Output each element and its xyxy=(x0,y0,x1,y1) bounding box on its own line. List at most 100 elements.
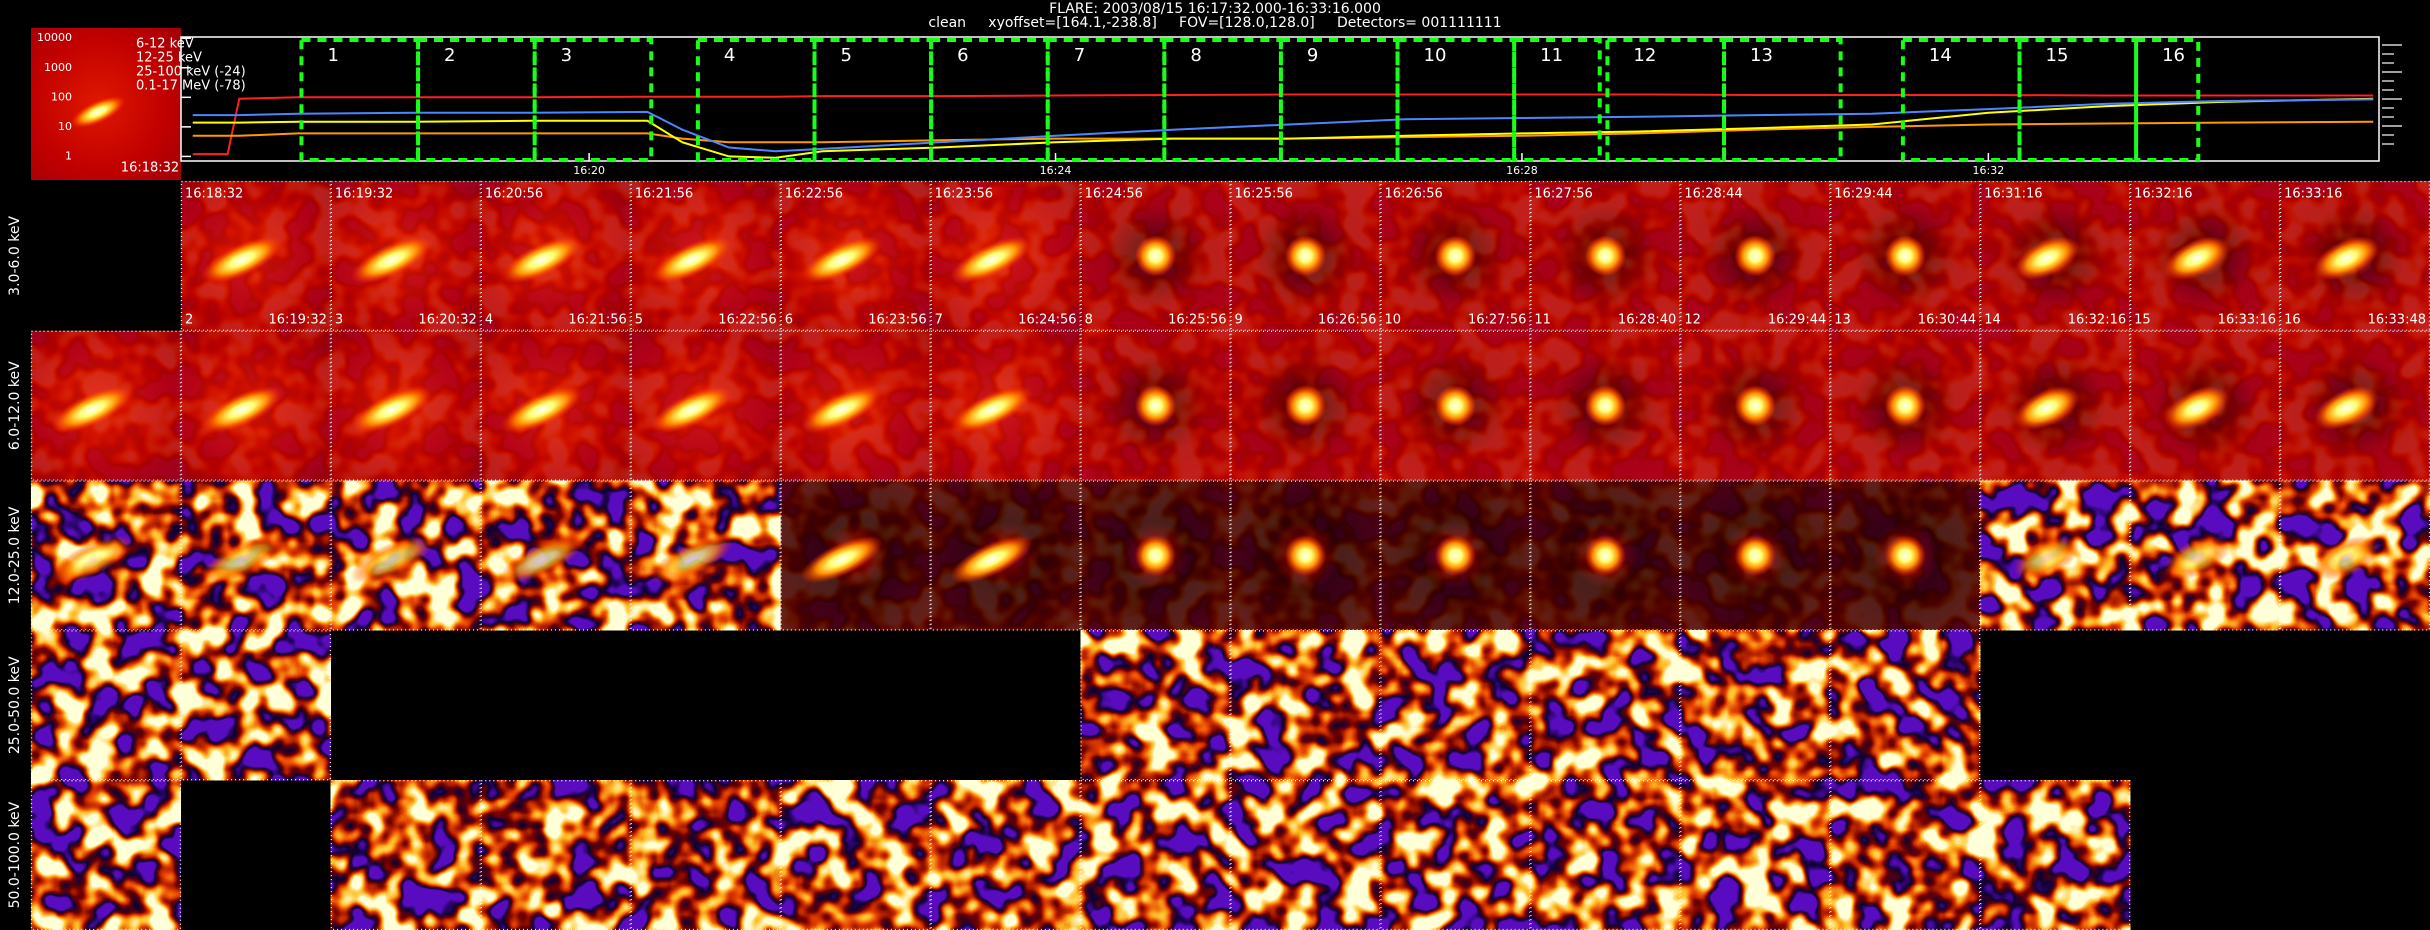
tile-noise xyxy=(1230,630,1381,781)
tile-source xyxy=(1134,534,1177,577)
image-tile xyxy=(1230,780,1381,930)
tile-border xyxy=(1530,630,1681,781)
tile-border xyxy=(1530,180,1681,331)
image-tile xyxy=(1080,330,1231,481)
image-tile: 16:20:56 16:21:56 4 xyxy=(480,180,631,331)
tile-start-time: 16:19:32 xyxy=(335,187,393,202)
thumbnail-label: 16:18:32 xyxy=(121,161,179,176)
tile-number: 10 xyxy=(1384,312,1401,327)
image-tile xyxy=(180,330,332,481)
image-tile xyxy=(30,780,182,930)
interval-label: 1 xyxy=(327,45,338,66)
x-tick-label: 16:24 xyxy=(1040,164,1072,177)
image-tile: 16:27:56 16:28:40 11 xyxy=(1530,180,1681,331)
image-tile xyxy=(780,780,931,930)
image-tile xyxy=(1680,480,1831,631)
row-label: 12.0-25.0 keV xyxy=(7,506,23,604)
tile-source xyxy=(2163,236,2230,281)
tile-border xyxy=(480,330,631,481)
tile-source xyxy=(2163,386,2230,431)
tile-source xyxy=(800,236,883,284)
tile-border xyxy=(330,480,481,631)
x-tick-label: 16:32 xyxy=(1973,164,2005,177)
tile-noise xyxy=(1380,630,1531,781)
image-tile xyxy=(1530,480,1681,631)
image-tile xyxy=(30,630,182,781)
series-line xyxy=(192,93,2374,156)
tile-source xyxy=(500,236,583,284)
tile-border xyxy=(1230,330,1381,481)
tile-border xyxy=(2279,180,2430,331)
interval-box xyxy=(1605,38,1727,162)
tile-noise xyxy=(1830,780,1981,930)
interval-label: 16 xyxy=(2162,45,2185,66)
tile-border xyxy=(1080,180,1231,331)
tile-noise xyxy=(1530,780,1681,930)
tile-noise xyxy=(1530,630,1681,781)
image-tile xyxy=(30,330,182,481)
tile-source xyxy=(2313,386,2380,431)
tile-source xyxy=(2313,236,2380,281)
image-tile xyxy=(1680,330,1831,481)
image-tile xyxy=(1680,780,1831,930)
tile-border xyxy=(180,330,332,481)
tile-end-time: 16:33:48 xyxy=(2368,312,2426,327)
tile-border xyxy=(630,180,781,331)
tile-start-time: 16:21:56 xyxy=(635,187,693,202)
image-tile xyxy=(180,630,332,781)
y-tick-label: 1000 xyxy=(44,61,72,74)
tile-source xyxy=(1284,384,1327,427)
image-tile xyxy=(1230,480,1381,631)
interval-box xyxy=(1900,38,2022,162)
tile-source xyxy=(50,385,134,434)
interval-label: 10 xyxy=(1424,45,1447,66)
image-tile xyxy=(330,480,481,631)
tile-source xyxy=(2013,535,2080,580)
interval-box xyxy=(2134,38,2201,162)
tile-number: 9 xyxy=(1235,312,1243,327)
tile-border xyxy=(330,330,481,481)
tile-border xyxy=(2129,330,2281,481)
tile-source xyxy=(1884,384,1927,427)
image-tile xyxy=(1530,330,1681,481)
interval-label: 14 xyxy=(1929,45,1952,66)
interval-box xyxy=(812,38,934,162)
tile-border xyxy=(1980,180,2131,331)
tile-noise xyxy=(1380,780,1531,930)
tile-border xyxy=(1680,480,1831,631)
interval-box xyxy=(1162,38,1283,162)
image-tile: 16:25:56 16:26:56 9 xyxy=(1230,180,1381,331)
tile-source xyxy=(200,385,284,434)
image-tile xyxy=(1830,330,1981,481)
y-tick-label: 100 xyxy=(51,90,72,103)
tile-source xyxy=(950,385,1033,434)
tile-border xyxy=(930,330,1081,481)
tile-number: 7 xyxy=(935,312,943,327)
image-tile xyxy=(330,780,481,930)
tile-number: 4 xyxy=(485,312,493,327)
tile-border xyxy=(1080,480,1231,631)
tile-noise xyxy=(1080,780,1231,930)
tile-source xyxy=(1734,384,1777,427)
tile-noise xyxy=(930,780,1081,930)
image-tile xyxy=(1680,630,1831,781)
tile-border xyxy=(1680,630,1831,781)
tile-border xyxy=(1230,180,1381,331)
image-tile: 16:18:32 16:19:32 2 xyxy=(180,180,332,331)
y-tick-label: 10 xyxy=(58,120,72,133)
thumbnail xyxy=(31,28,181,180)
tile-source xyxy=(1734,235,1777,277)
tile-source xyxy=(950,236,1033,284)
tile-number: 16 xyxy=(2284,312,2301,327)
tile-start-time: 16:22:56 xyxy=(785,187,843,202)
tile-noise xyxy=(630,780,781,930)
row-label: 25.0-50.0 keV xyxy=(7,656,23,754)
legend-entry: 0.1-17 MeV (-78) xyxy=(136,79,246,94)
image-tile xyxy=(930,330,1081,481)
tile-noise xyxy=(480,780,631,930)
tile-end-time: 16:22:56 xyxy=(718,312,776,327)
image-tile xyxy=(1830,780,1981,930)
series-line xyxy=(192,97,2374,159)
tile-border xyxy=(180,480,332,631)
